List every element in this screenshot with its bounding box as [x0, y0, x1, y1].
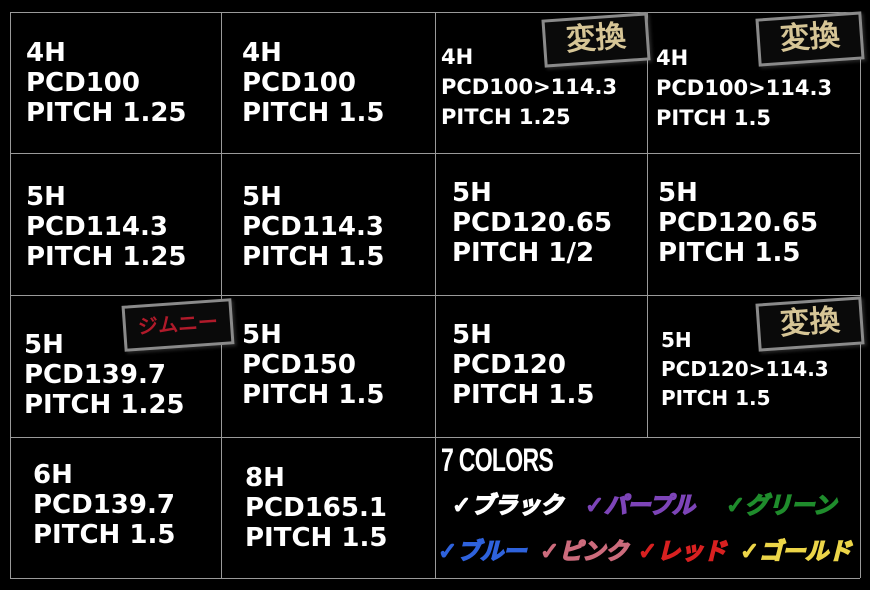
spec-cell: 5H PCD114.3 PITCH 1.5	[242, 182, 384, 272]
check-icon: ✓	[725, 492, 746, 520]
spec-cell: 4H PCD100 PITCH 1.5	[242, 38, 384, 128]
color-label: グリーン	[744, 492, 837, 520]
color-option: ✓ブラック	[451, 486, 564, 520]
color-option: ✓パープル	[584, 486, 696, 520]
grid-line	[10, 578, 860, 579]
hole-count: 5H	[24, 330, 64, 360]
pitch: PITCH 1.5	[33, 520, 176, 550]
pitch: PITCH 1.5	[452, 380, 595, 410]
spec-cell: 5H PCD120.65 PITCH 1.5	[658, 178, 818, 268]
check-icon: ✓	[637, 538, 658, 566]
color-label: ブラック	[470, 492, 564, 520]
conversion-badge: 変換	[755, 11, 865, 67]
pitch: PITCH 1.5	[245, 523, 388, 553]
conversion-badge: 変換	[541, 12, 651, 68]
pcd: PCD114.3	[26, 212, 168, 242]
pcd: PCD139.7	[24, 360, 166, 390]
pitch: PITCH 1.5	[658, 238, 801, 268]
grid-line	[221, 12, 222, 578]
color-option: ✓ゴールド	[739, 532, 852, 566]
pitch: PITCH 1.25	[24, 390, 185, 420]
pitch: PITCH 1.25	[26, 98, 187, 128]
hole-count: 4H	[26, 38, 66, 68]
pcd: PCD139.7	[33, 490, 175, 520]
color-label: ブルー	[456, 538, 527, 566]
grid-line	[860, 12, 861, 578]
pcd: PCD100>114.3	[656, 76, 833, 100]
conversion-badge: 変換	[755, 296, 865, 352]
pcd: PCD100	[242, 68, 356, 98]
colors-title: 7 COLORS	[441, 442, 554, 478]
check-icon: ✓	[539, 538, 560, 566]
pcd: PCD150	[242, 350, 356, 380]
spec-cell: 5H PCD150 PITCH 1.5	[242, 320, 384, 410]
check-icon: ✓	[437, 538, 458, 566]
hole-count: 5H	[661, 328, 692, 352]
spec-cell: 4H PCD100 PITCH 1.25	[26, 38, 187, 128]
hole-count: 5H	[452, 178, 492, 208]
check-icon: ✓	[739, 538, 760, 566]
spec-cell: 5H PCD120.65 PITCH 1/2	[452, 178, 612, 268]
hole-count: 4H	[656, 46, 689, 70]
spec-cell: 5H PCD120 PITCH 1.5	[452, 320, 594, 410]
grid-line	[10, 12, 11, 578]
hole-count: 5H	[26, 182, 66, 212]
pitch: PITCH 1.25	[26, 242, 187, 272]
pcd: PCD100	[26, 68, 140, 98]
pcd: PCD114.3	[242, 212, 384, 242]
pcd: PCD120>114.3	[661, 357, 829, 381]
grid-line	[647, 12, 648, 437]
pitch: PITCH 1.25	[441, 105, 571, 129]
spec-cell: 8H PCD165.1 PITCH 1.5	[245, 463, 387, 553]
pcd: PCD100>114.3	[441, 75, 618, 99]
color-option: ✓ブルー	[437, 532, 527, 566]
pcd: PCD120	[452, 350, 566, 380]
pitch: PITCH 1.5	[242, 242, 385, 272]
spec-cell: 5H PCD114.3 PITCH 1.25	[26, 182, 187, 272]
hole-count: 6H	[33, 460, 73, 490]
check-icon: ✓	[584, 492, 605, 520]
color-label: パープル	[603, 492, 695, 520]
pitch: PITCH 1/2	[452, 238, 595, 268]
pitch: PITCH 1.5	[242, 380, 385, 410]
hole-count: 4H	[242, 38, 282, 68]
hole-count: 4H	[441, 45, 474, 69]
hole-count: 5H	[242, 320, 282, 350]
check-icon: ✓	[451, 492, 472, 520]
pitch: PITCH 1.5	[656, 106, 772, 130]
hole-count: 5H	[242, 182, 282, 212]
pcd: PCD165.1	[245, 493, 387, 523]
hole-count: 5H	[658, 178, 698, 208]
jimny-badge: ジムニー	[121, 298, 235, 352]
pcd: PCD120.65	[452, 208, 613, 238]
spec-cell: 6H PCD139.7 PITCH 1.5	[33, 460, 175, 550]
spec-cell: 5H PCD139.7 PITCH 1.25	[24, 330, 185, 420]
color-label: ゴールド	[758, 538, 852, 566]
pitch: PITCH 1.5	[661, 386, 771, 410]
color-option: ✓ピンク	[539, 532, 629, 566]
color-option: ✓レッド	[637, 532, 727, 566]
color-option: ✓グリーン	[725, 486, 837, 520]
spec-cell: 4H PCD100>114.3 PITCH 1.25	[441, 42, 617, 132]
grid-line	[435, 12, 436, 578]
hole-count: 5H	[452, 320, 492, 350]
pitch: PITCH 1.5	[242, 98, 385, 128]
color-label: ピンク	[558, 538, 629, 566]
spec-cell: 4H PCD100>114.3 PITCH 1.5	[656, 43, 832, 133]
pcd: PCD120.65	[658, 208, 819, 238]
spec-cell: 5H PCD120>114.3 PITCH 1.5	[661, 326, 829, 413]
hole-count: 8H	[245, 463, 285, 493]
color-label: レッド	[656, 538, 727, 566]
